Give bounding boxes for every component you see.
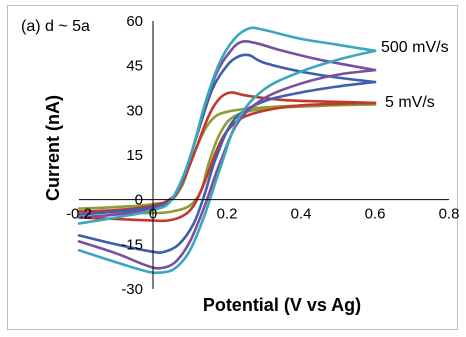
- cv-curve-1-forward: [77, 103, 377, 210]
- y-tick-label: 30: [126, 102, 143, 119]
- cv-curve-4-reverse: [77, 68, 377, 270]
- y-tick-label: 45: [126, 58, 143, 75]
- cv-curve-3-reverse: [77, 80, 377, 254]
- cv-curve-3-forward: [77, 53, 377, 216]
- x-tick-label: 0: [149, 206, 157, 223]
- y-tick-label: -30: [121, 281, 143, 298]
- x-axis-title: Potential (V vs Ag): [203, 295, 361, 315]
- x-tick-label: 0.8: [439, 206, 460, 223]
- chart-frame: [7, 5, 458, 330]
- y-tick-label: 15: [126, 147, 143, 164]
- y-axis-title: Current (nA): [43, 95, 63, 201]
- x-tick-label: 0.2: [217, 206, 238, 223]
- y-tick-label: -15: [121, 236, 143, 253]
- y-tick-labels: -30 -15 0 15 30 45 60: [121, 13, 143, 298]
- x-tick-label: -0.2: [66, 206, 92, 223]
- cv-curve-2-forward: [77, 91, 377, 213]
- y-tick-label: 0: [135, 192, 143, 209]
- y-tick-label: 60: [126, 13, 143, 30]
- axes-group: [79, 21, 449, 289]
- cv-curve-1-reverse: [77, 103, 377, 215]
- x-tick-label: 0.4: [291, 206, 312, 223]
- annotation-5mvs: 5 mV/s: [385, 94, 435, 111]
- cv-curve-5-reverse: [77, 49, 377, 275]
- x-tick-labels: -0.2 0 0.2 0.4 0.6 0.8: [66, 206, 459, 223]
- annotation-500mvs: 500 mV/s: [381, 39, 449, 56]
- x-tick-label: 0.6: [365, 206, 386, 223]
- panel-label: (a) d ~ 5a: [21, 18, 90, 35]
